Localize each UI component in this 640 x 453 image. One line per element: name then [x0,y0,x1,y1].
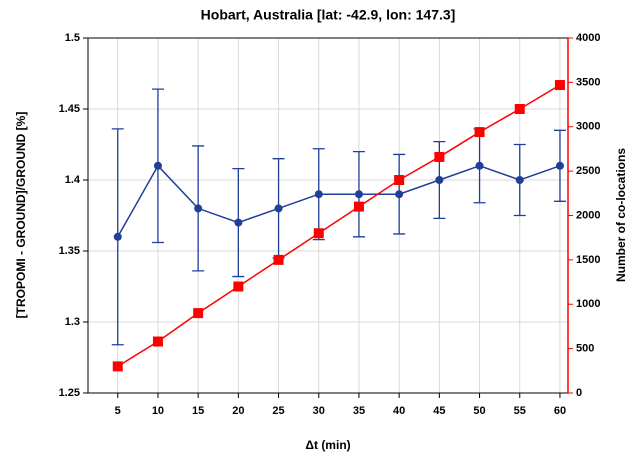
x-tick-label: 15 [192,405,204,417]
y-tick-label: 1.3 [65,316,80,328]
y2-tick-label: 2500 [576,165,600,177]
marker [475,161,484,170]
y2-tick-label: 2000 [576,209,600,221]
marker [314,190,323,199]
marker [514,104,525,114]
x-tick-label: 45 [433,405,445,417]
x-axis-label: Δt (min) [305,438,350,452]
marker [353,201,364,212]
x-tick-label: 30 [313,405,325,417]
y-tick-label: 1.5 [65,32,80,44]
marker [112,361,123,372]
x-tick-label: 40 [393,405,405,417]
x-tick-label: 20 [232,405,244,417]
marker [273,254,284,265]
y2-tick-label: 0 [576,387,582,399]
y2-tick-label: 4000 [576,32,600,44]
marker [193,308,204,319]
y-axis-label: [TROPOMI - GROUND]/GROUND [%] [14,112,28,319]
chart-title: Hobart, Australia [lat: -42.9, lon: 147.… [201,7,456,23]
marker [435,176,444,184]
marker [233,281,244,292]
x-tick-label: 25 [272,405,284,417]
marker [354,190,363,199]
marker [274,204,283,213]
y2-tick-label: 500 [576,343,594,355]
x-tick-label: 35 [353,405,365,417]
x-tick-label: 55 [514,405,526,417]
series-line [117,164,561,238]
x-tick-label: 5 [115,405,121,417]
marker [554,80,565,91]
marker [313,228,324,239]
marker [152,336,163,347]
marker [394,175,405,185]
x-tick-label: 10 [152,405,164,417]
series-line [117,84,561,368]
marker [515,176,524,184]
y2-tick-label: 3000 [576,121,600,133]
marker [395,190,404,199]
y2-tick-label: 1500 [576,254,600,266]
y-tick-label: 1.35 [59,245,80,257]
y-tick-label: 1.4 [65,174,81,186]
marker [434,151,445,162]
y2-axis-label: Number of co-locations [614,148,628,282]
y2-tick-label: 3500 [576,76,600,88]
marker [555,161,564,170]
marker [474,127,485,138]
marker [113,232,122,241]
marker [234,218,243,227]
x-tick-label: 60 [554,405,566,417]
marker [153,161,162,170]
marker [194,204,203,213]
y2-tick-label: 1000 [576,298,600,310]
y-tick-label: 1.45 [59,103,80,115]
y-tick-label: 1.25 [59,387,80,399]
x-tick-label: 50 [473,405,485,417]
